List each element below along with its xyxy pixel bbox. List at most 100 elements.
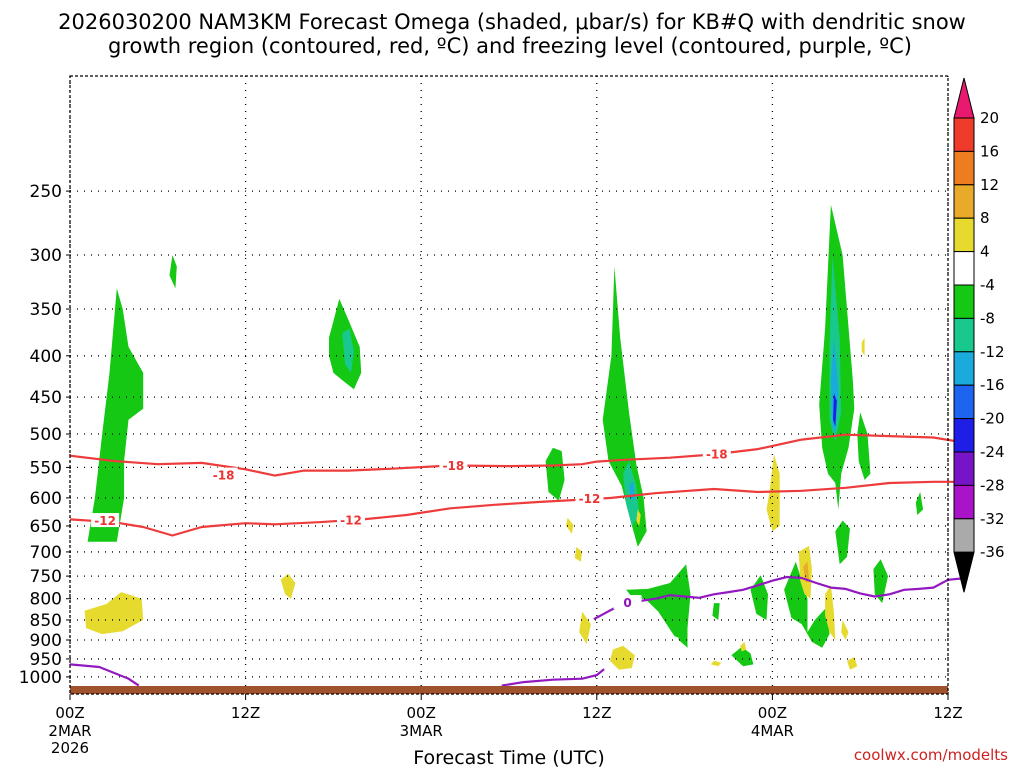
dgz-label-minus12-a: -12 xyxy=(94,514,116,528)
time-tick-date-0: 2MAR xyxy=(48,722,91,740)
time-tick-label-24: 00Z xyxy=(407,704,436,722)
colorbar-segment-6 xyxy=(953,284,975,319)
colorbar-segment-4 xyxy=(953,217,975,253)
omega-region-22 xyxy=(84,592,144,635)
colorbar-label-10: -24 xyxy=(980,443,1005,461)
freezing-level-contour-upper xyxy=(593,575,963,621)
pressure-gridlines xyxy=(69,76,949,694)
colorbar-segment-3 xyxy=(953,184,975,219)
dgz-label-minus12-b: -12 xyxy=(340,514,362,528)
omega-region-29 xyxy=(710,660,722,667)
dgz-label-minus12-a-bg xyxy=(91,513,120,528)
omega-region-0 xyxy=(87,288,144,542)
time-tick-label-0: 00Z xyxy=(55,704,84,722)
pressure-tick-label-400: 400 xyxy=(30,347,62,367)
dgz-label-minus12-c-bg xyxy=(575,491,604,506)
omega-region-19 xyxy=(784,561,830,648)
time-tick-label-12: 12Z xyxy=(231,704,260,722)
omega-region-35 xyxy=(847,657,858,670)
pressure-tick-label-300: 300 xyxy=(30,246,62,266)
time-tick-year-0: 2026 xyxy=(51,739,89,757)
omega-region-5 xyxy=(602,266,647,547)
omega-region-24 xyxy=(579,611,591,644)
pressure-tick-label-1000: 1000 xyxy=(19,668,62,688)
colorbar: 20 16 12 8 4 -4 -8 -12 -16 -20 -24 -28 -32 -36 xyxy=(953,77,1005,593)
omega-region-14 xyxy=(833,393,837,427)
colorbar-segment-9 xyxy=(953,384,975,420)
pressure-tick-label-550: 550 xyxy=(30,458,62,478)
pressure-tick-label-950: 950 xyxy=(30,650,62,670)
colorbar-label-4: 4 xyxy=(980,243,990,261)
freezing-level-label: 0 xyxy=(623,596,631,610)
omega-region-3 xyxy=(342,328,354,373)
colorbar-label-3: 8 xyxy=(980,209,990,227)
omega-region-27 xyxy=(610,645,635,670)
pressure-tick-label-900: 900 xyxy=(30,631,62,651)
omega-region-10 xyxy=(731,646,754,667)
pressure-tick-label-850: 850 xyxy=(30,611,62,631)
omega-region-15 xyxy=(857,412,871,480)
pressure-tick-label-250: 250 xyxy=(30,182,62,202)
dgz-label-minus18-c: -18 xyxy=(706,447,728,461)
time-tick-date-48: 4MAR xyxy=(751,722,794,740)
omega-region-34 xyxy=(825,585,836,640)
omega-region-36 xyxy=(861,337,865,356)
colorbar-segment-11 xyxy=(953,451,975,486)
colorbar-label-0: 20 xyxy=(980,109,999,127)
colorbar-label-2: 12 xyxy=(980,176,999,194)
omega-region-37 xyxy=(841,620,849,640)
omega-region-21 xyxy=(712,603,720,620)
omega-region-4 xyxy=(545,447,565,501)
time-tick-label-48: 00Z xyxy=(758,704,787,722)
pressure-tick-label-600: 600 xyxy=(30,489,62,509)
pressure-tick-label-700: 700 xyxy=(30,543,62,563)
chart-title-line-1: 2026030200 NAM3KM Forecast Omega (shaded… xyxy=(58,10,966,34)
omega-region-31 xyxy=(766,454,780,532)
pressure-axis-ticks: 2503003504004505005506006507007508008509… xyxy=(19,182,70,688)
omega-region-13 xyxy=(830,337,839,434)
colorbar-label-12: -32 xyxy=(980,510,1005,528)
dgz-label-minus18-b: -18 xyxy=(443,459,465,473)
pressure-tick-label-500: 500 xyxy=(30,425,62,445)
colorbar-segment-2 xyxy=(953,150,975,186)
colorbar-segment-5 xyxy=(953,251,975,286)
omega-region-17 xyxy=(873,559,888,604)
omega-region-26 xyxy=(574,546,583,562)
pressure-tick-label-350: 350 xyxy=(30,300,62,320)
ground-surface xyxy=(70,686,948,694)
contour-lines: -18 -18 -18 -12 -12 -12 0 xyxy=(69,433,963,687)
dgz-contour-minus18 xyxy=(69,433,963,477)
omega-region-33 xyxy=(803,561,809,583)
omega-shading xyxy=(84,204,924,670)
dgz-label-minus18-a: -18 xyxy=(213,469,235,483)
omega-region-8 xyxy=(626,564,691,640)
pressure-tick-label-800: 800 xyxy=(30,590,62,610)
omega-region-25 xyxy=(566,517,574,534)
dgz-label-minus18-a-bg xyxy=(209,467,238,482)
omega-region-28 xyxy=(636,509,641,526)
omega-region-1 xyxy=(169,255,177,289)
colorbar-label-7: -12 xyxy=(980,343,1005,361)
dgz-contour-minus12 xyxy=(69,480,963,537)
credit-text: coolwx.com/modelts xyxy=(854,746,1008,764)
freezing-level-contour-bottom xyxy=(501,668,605,687)
colorbar-segment-1 xyxy=(953,117,975,152)
colorbar-label-11: -28 xyxy=(980,476,1005,494)
colorbar-segment-13 xyxy=(953,518,975,553)
colorbar-segment-12 xyxy=(953,484,975,520)
pressure-tick-label-650: 650 xyxy=(30,517,62,537)
dgz-label-minus12-c: -12 xyxy=(579,492,601,506)
freezing-level-label-bg xyxy=(613,595,642,610)
freezing-level-contour-left xyxy=(69,663,140,687)
dgz-label-minus18-c-bg xyxy=(702,446,731,461)
colorbar-label-6: -8 xyxy=(980,309,995,327)
colorbar-segment-8 xyxy=(953,351,975,386)
colorbar-label-13: -36 xyxy=(980,543,1005,561)
colorbar-label-1: 16 xyxy=(980,142,999,160)
dgz-label-minus18-b-bg xyxy=(439,458,468,473)
pressure-tick-label-450: 450 xyxy=(30,388,62,408)
omega-region-23 xyxy=(280,573,296,599)
dgz-label-minus12-b-bg xyxy=(336,512,365,527)
plot-frame xyxy=(69,75,949,695)
